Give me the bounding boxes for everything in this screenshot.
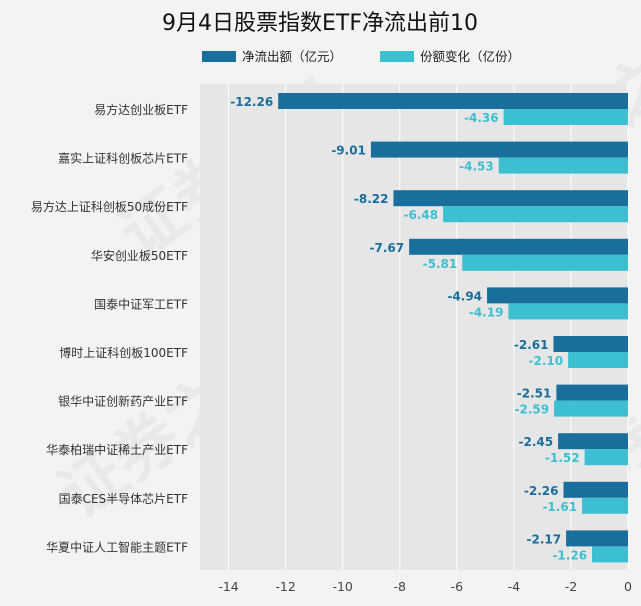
legend-label-share-change: 份额变化（亿份） <box>420 49 520 64</box>
bar-share-change <box>584 449 628 466</box>
bar-net-outflow <box>370 141 628 158</box>
bar-share-change <box>462 254 628 271</box>
data-label-share-change: -5.81 <box>423 257 458 271</box>
bar-share-change <box>503 109 628 125</box>
bar-share-change <box>554 400 628 417</box>
bars: -12.26 -4.36 -9.01 -4.53 -8.22 -6.48 -7.67 -5.8… <box>230 93 628 563</box>
x-tick-label: -8 <box>393 579 406 594</box>
data-label-share-change: -1.61 <box>542 500 577 514</box>
data-label-share-change: -4.19 <box>469 305 504 319</box>
bar-net-outflow <box>487 287 628 304</box>
data-label-net-outflow: -8.22 <box>354 192 389 206</box>
category-label: 国泰中证军工ETF <box>94 296 188 311</box>
bar-share-change <box>443 206 628 223</box>
x-axis-ticks: -14 -12 -10 -8 -6 -4 -2 0 <box>218 579 632 594</box>
data-label-share-change: -2.10 <box>528 354 563 368</box>
x-tick-label: -10 <box>332 579 352 594</box>
category-label: 博时上证科创板100ETF <box>59 345 188 360</box>
bar-share-change <box>498 157 628 174</box>
bar-share-change <box>568 352 628 368</box>
bar-net-outflow <box>393 190 628 207</box>
legend-swatch-net-outflow <box>202 51 236 62</box>
bar-net-outflow <box>556 384 628 401</box>
x-tick-label: -4 <box>508 579 521 594</box>
data-label-net-outflow: -4.94 <box>447 289 482 303</box>
bar-net-outflow <box>278 93 628 109</box>
data-label-net-outflow: -2.61 <box>514 338 549 352</box>
data-label-share-change: -2.59 <box>515 403 550 417</box>
x-tick-label: -2 <box>565 579 577 594</box>
bar-net-outflow <box>566 530 628 547</box>
legend: 净流出额（亿元） 份额变化（亿份） <box>202 49 520 64</box>
x-tick-label: 0 <box>624 579 632 594</box>
category-labels: 易方达创业板ETF 嘉实上证科创板芯片ETF 易方达上证科创板50成份ETF 华安创业… <box>31 102 188 554</box>
bar-net-outflow <box>409 238 628 255</box>
category-label: 易方达上证科创板50成份ETF <box>31 199 188 214</box>
data-label-share-change: -4.36 <box>464 111 499 125</box>
bar-share-change <box>508 303 628 320</box>
bar-net-outflow <box>563 481 628 498</box>
x-tick-label: -14 <box>218 579 238 594</box>
legend-swatch-share-change <box>380 51 414 62</box>
data-label-net-outflow: -2.51 <box>517 387 552 401</box>
bar-net-outflow <box>558 433 628 450</box>
legend-label-net-outflow: 净流出额（亿元） <box>242 49 342 64</box>
data-label-net-outflow: -9.01 <box>331 144 366 158</box>
x-tick-label: -6 <box>451 579 464 594</box>
chart-title: 9月4日股票指数ETF净流出前10 <box>162 11 478 36</box>
category-label: 华夏中证人工智能主题ETF <box>46 539 188 554</box>
x-tick-label: -12 <box>275 579 295 594</box>
category-label: 华泰柏瑞中证稀土产业ETF <box>46 442 188 457</box>
data-label-net-outflow: -2.45 <box>518 435 553 449</box>
data-label-net-outflow: -2.17 <box>526 532 561 546</box>
bar-net-outflow <box>553 336 628 352</box>
data-label-share-change: -4.53 <box>459 160 494 174</box>
data-label-net-outflow: -7.67 <box>370 241 405 255</box>
data-label-net-outflow: -2.26 <box>524 484 559 498</box>
data-label-share-change: -1.26 <box>552 548 587 562</box>
data-label-share-change: -6.48 <box>404 208 439 222</box>
bar-share-change <box>582 497 628 514</box>
data-label-net-outflow: -12.26 <box>230 95 273 109</box>
category-label: 国泰CES半导体芯片ETF <box>59 492 188 506</box>
category-label: 易方达创业板ETF <box>94 102 188 117</box>
category-label: 嘉实上证科创板芯片ETF <box>58 151 188 166</box>
category-label: 银华中证创新药产业ETF <box>58 394 188 409</box>
category-label: 华安创业板50ETF <box>91 248 188 263</box>
data-label-share-change: -1.52 <box>545 451 580 465</box>
bar-share-change <box>592 546 628 563</box>
